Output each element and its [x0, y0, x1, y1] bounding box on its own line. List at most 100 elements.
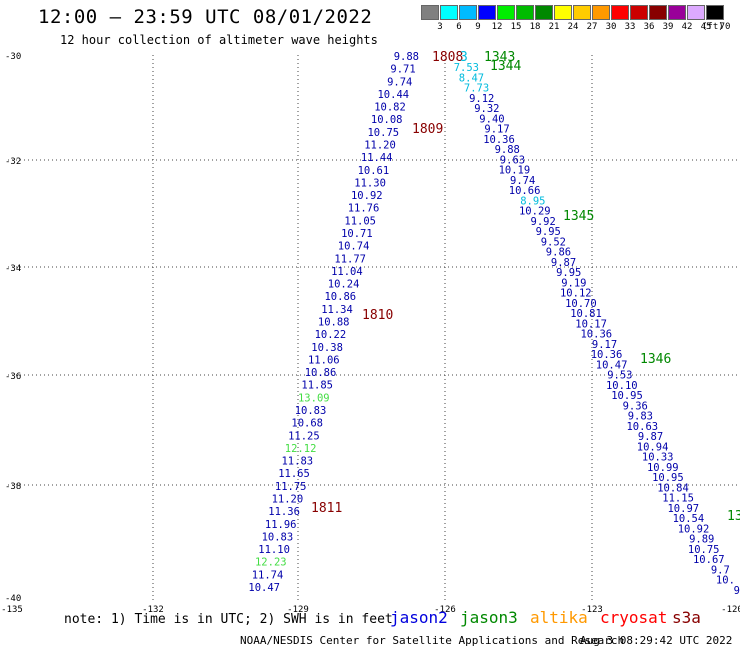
- wave-height-value: 11.75: [275, 481, 307, 493]
- wave-height-value: 10.81: [570, 308, 602, 320]
- wave-height-value: 11.74: [252, 569, 284, 581]
- legend-swatch: [592, 5, 610, 20]
- legend-swatch: [421, 5, 439, 20]
- wave-height-value: 10.36: [483, 134, 515, 146]
- wave-height-value: 10.75: [367, 127, 399, 139]
- wave-height-value: 9.74: [510, 175, 535, 187]
- wave-height-value: 10.12: [560, 288, 592, 300]
- pass-time-label: 1811: [311, 501, 342, 516]
- wave-height-value: 7.53: [454, 62, 479, 74]
- wave-height-value: 13.09: [298, 392, 330, 404]
- legend-value: 45: [700, 22, 712, 32]
- legend-value: 36: [643, 22, 655, 32]
- legend-value: 24: [567, 22, 579, 32]
- wave-height-value: 11.65: [278, 468, 310, 480]
- wave-height-value: 10.83: [262, 531, 294, 543]
- wave-height-value: 12.23: [255, 557, 287, 569]
- wave-height-value: 9.53: [607, 370, 632, 382]
- wave-height-value: 10.74: [338, 241, 370, 253]
- legend-value: 12: [491, 22, 503, 32]
- legend-value: 15: [510, 22, 522, 32]
- wave-height-value: 9.12: [469, 93, 494, 105]
- legend-swatch: [630, 5, 648, 20]
- legend-swatch: [440, 5, 458, 20]
- wave-height-value: 10.88: [318, 317, 350, 329]
- wave-height-value: 10.33: [642, 452, 674, 464]
- pass-time-label: 1343: [484, 50, 515, 65]
- legend-swatch: [687, 5, 705, 20]
- wave-height-value: 10.10: [606, 380, 638, 392]
- latitude-label: -38: [5, 482, 21, 492]
- longitude-label: -129: [287, 605, 309, 615]
- wave-height-value: 10.84: [657, 483, 689, 495]
- wave-height-value: 10.86: [324, 291, 356, 303]
- legend-swatch: [459, 5, 477, 20]
- wave-height-observations: 9.889.719.7410.4410.8210.0810.7511.2011.…: [248, 51, 740, 597]
- wave-height-value: 10.86: [305, 367, 337, 379]
- legend-value: 39: [662, 22, 674, 32]
- credit-line: NOAA/NESDIS Center for Satellite Applica…: [240, 634, 625, 647]
- pass-time-label: 1808: [432, 50, 463, 65]
- wave-height-value: 11.05: [344, 215, 376, 227]
- wave-height-value: 10.22: [315, 329, 347, 341]
- legend-value: 42: [681, 22, 693, 32]
- wave-height-value: 10.83: [295, 405, 327, 417]
- wave-height-value: 10.92: [351, 190, 383, 202]
- wave-height-value: 10.08: [371, 114, 403, 126]
- wave-height-value: 9.74: [387, 76, 412, 88]
- wave-height-value: 11.06: [308, 354, 340, 366]
- wave-height-value: 9.19: [561, 277, 586, 289]
- legend-value: 27: [586, 22, 598, 32]
- longitude-label: -126: [434, 605, 456, 615]
- wave-height-value: 11.20: [364, 140, 396, 152]
- legend-swatch: [516, 5, 534, 20]
- wave-height-value: 11.25: [288, 430, 320, 442]
- wave-height-value: 11.77: [334, 253, 366, 265]
- wave-height-value: 10.63: [626, 421, 658, 433]
- wave-height-value: 9.95: [536, 226, 561, 238]
- wave-height-value: 10.17: [575, 318, 607, 330]
- wave-height-value: 11.85: [301, 380, 333, 392]
- wave-height-value: 8.95: [520, 195, 545, 207]
- pass-time-label: 1344: [490, 59, 521, 74]
- legend-unit: (ft): [702, 22, 724, 32]
- wave-height-value: 10.36: [591, 349, 623, 361]
- longitude-label: -123: [581, 605, 603, 615]
- latitude-label: -30: [5, 52, 21, 62]
- legend-value: 3: [437, 22, 443, 32]
- wave-height-value: 11.20: [272, 494, 304, 506]
- wave-height-value: 11.44: [361, 152, 393, 164]
- wave-height-value: 12.12: [285, 443, 317, 455]
- wave-height-value: 10.82: [374, 102, 406, 114]
- wave-height-value: 10.38: [311, 342, 343, 354]
- wave-height-value: 11.34: [321, 304, 353, 316]
- legend-swatch: [478, 5, 496, 20]
- wave-height-value: 10.97: [667, 503, 699, 515]
- latitude-label: -40: [5, 594, 21, 604]
- legend-swatch: [706, 5, 724, 20]
- wave-height-value: 10.61: [358, 165, 390, 177]
- wave-height-value: 7.73: [464, 83, 489, 95]
- wave-height-value: 10.29: [519, 206, 551, 218]
- pass-time-label: 3: [460, 50, 468, 65]
- wave-height-value: 11.36: [268, 506, 300, 518]
- generated-timestamp: Aug 3 08:29:42 UTC 2022: [580, 634, 733, 647]
- wave-height-value: 10.: [716, 575, 735, 587]
- wave-height-value: 10.24: [328, 279, 360, 291]
- pass-time-label: 1809: [412, 122, 443, 137]
- axis-ticks: -30 -32 -34 -36 -38 -40-135 -132 -129 -126 -123 -1…: [1, 52, 740, 615]
- legend-swatch: [535, 5, 553, 20]
- wave-height-value: 10.71: [341, 228, 373, 240]
- wave-height-value: 10.95: [652, 472, 684, 484]
- wave-height-value: 9.7: [711, 565, 730, 577]
- wave-height-value: 10.67: [693, 554, 725, 566]
- page-title: 12:00 – 23:59 UTC 08/01/2022: [38, 6, 373, 28]
- wave-height-value: 9.89: [689, 534, 714, 546]
- wave-height-value: 9.32: [474, 103, 499, 115]
- longitude-label: -135: [1, 605, 23, 615]
- wave-height-value: 9.95: [556, 267, 581, 279]
- wave-height-value: 10.94: [637, 441, 669, 453]
- page-subtitle: 12 hour collection of altimeter wave hei…: [60, 33, 378, 47]
- legend-swatch: [554, 5, 572, 20]
